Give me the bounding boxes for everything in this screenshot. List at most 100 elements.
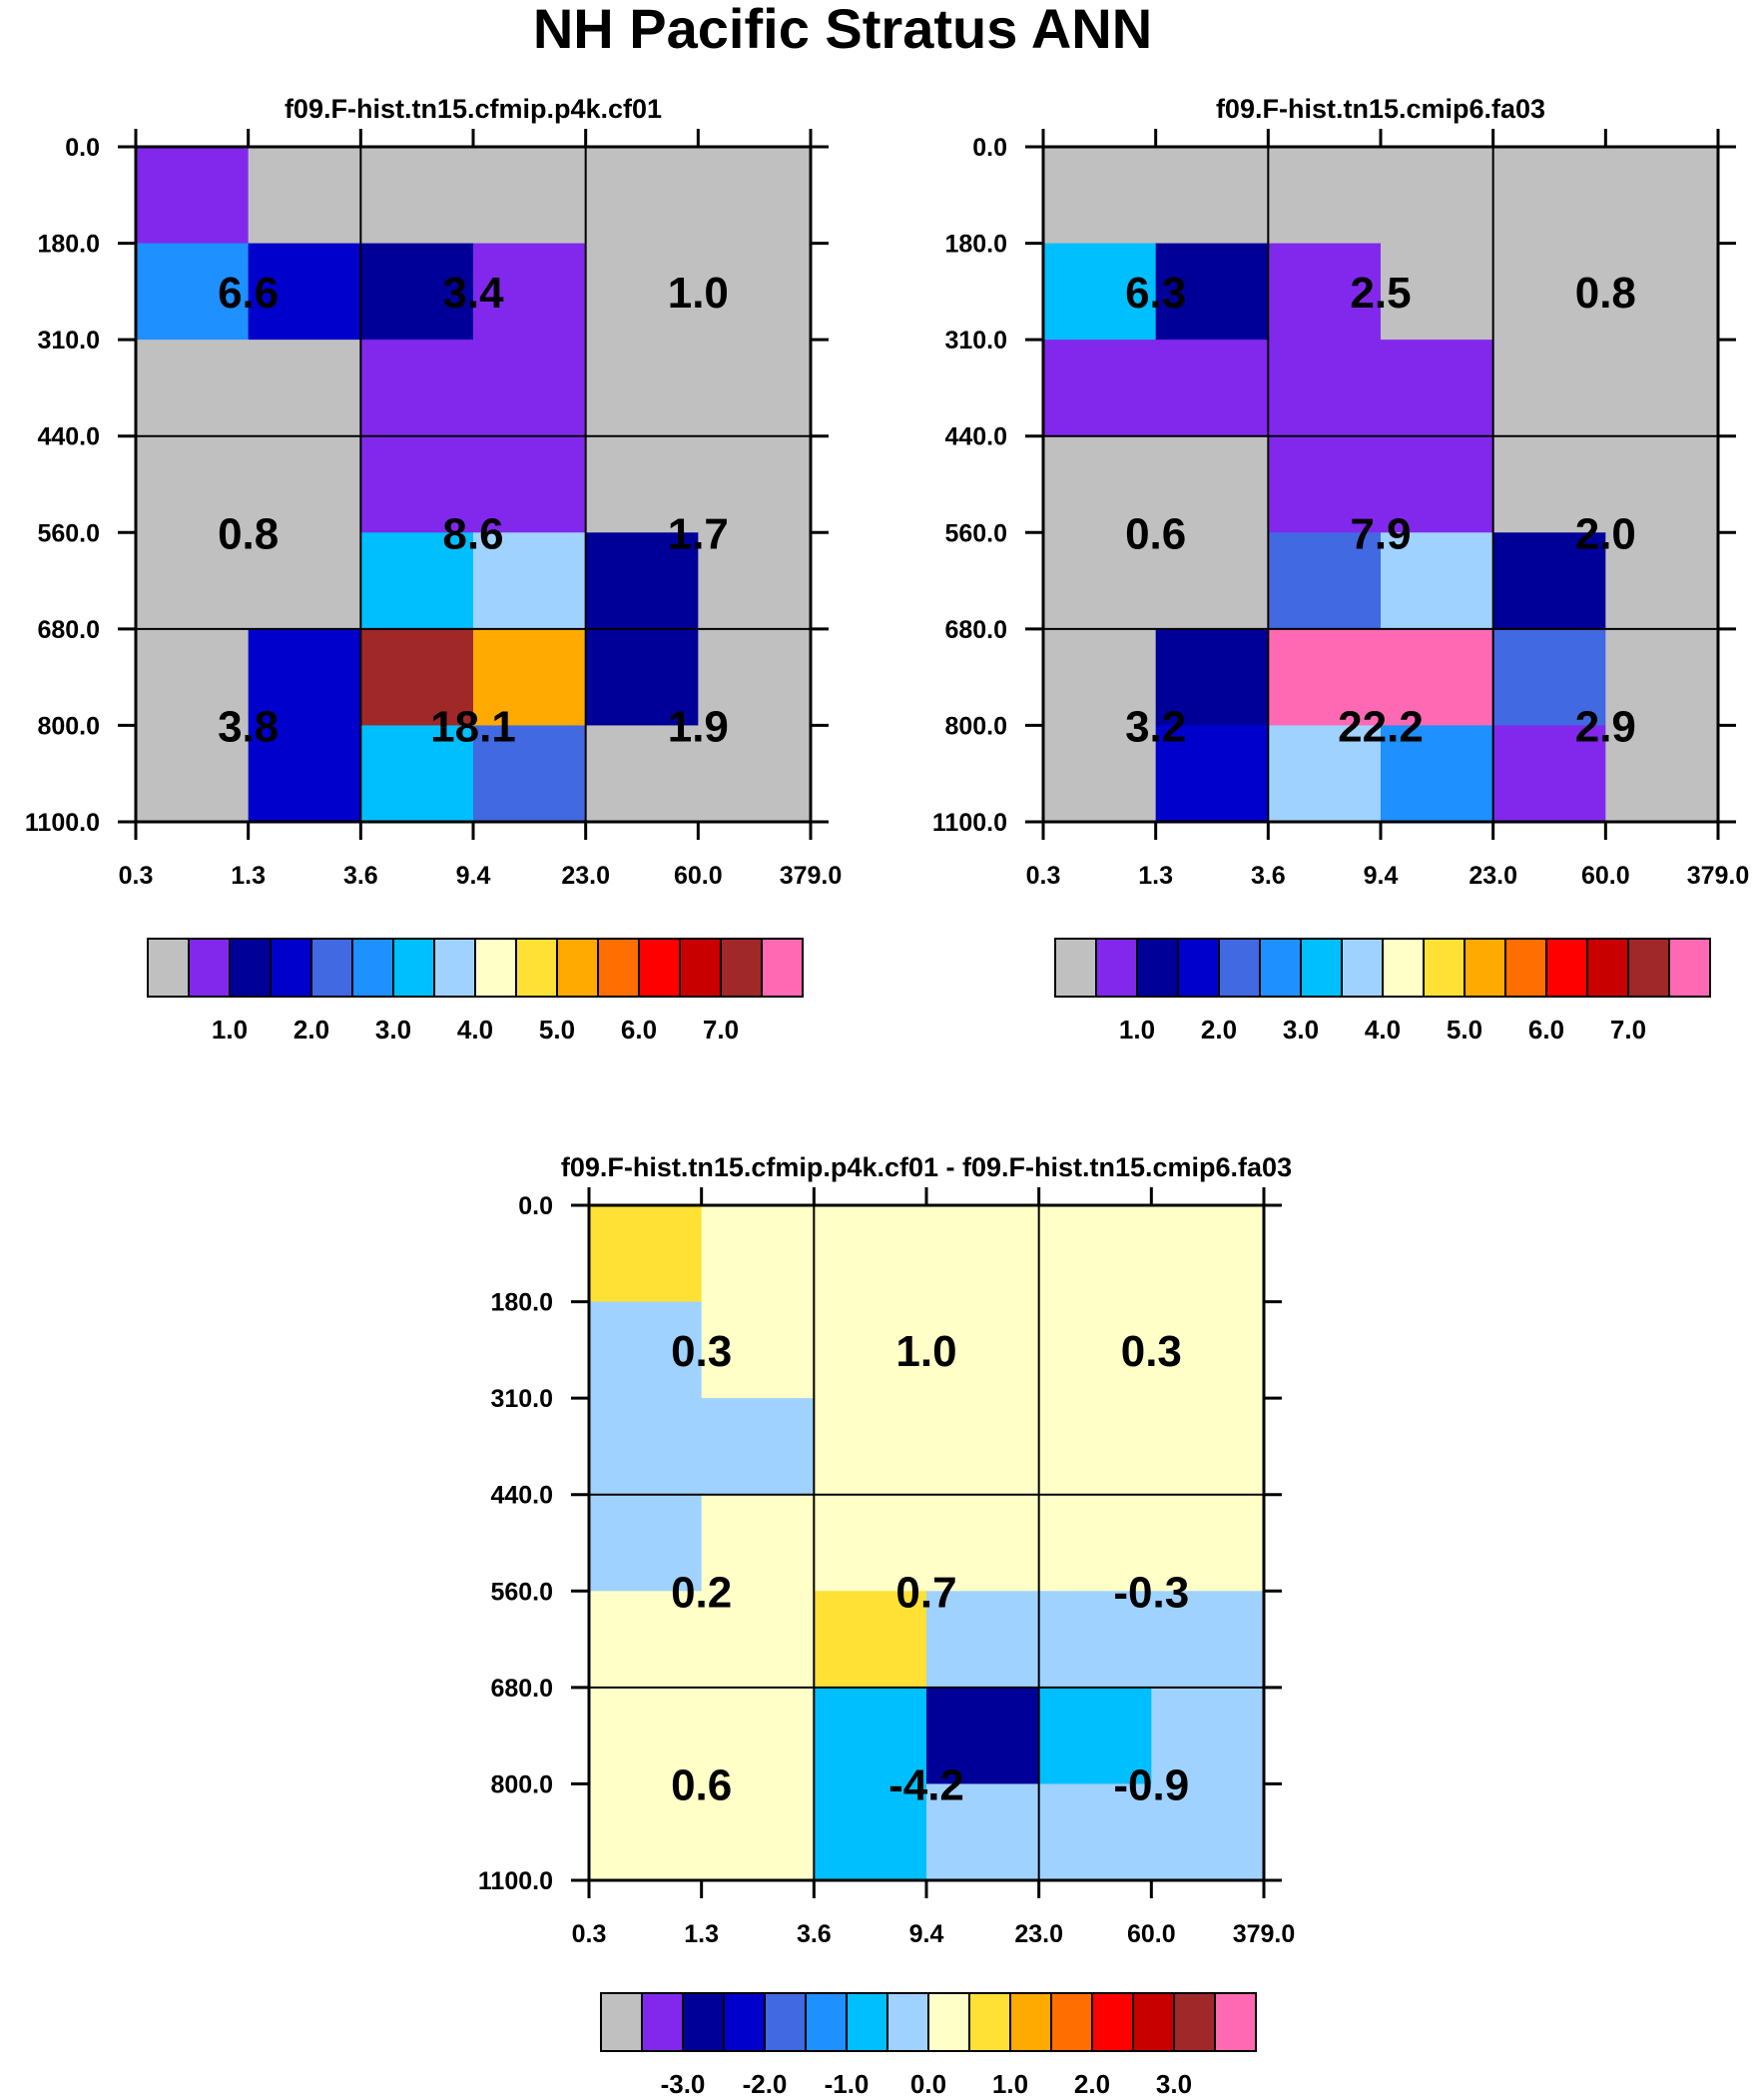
heatmap-cell (136, 243, 250, 341)
heatmap-cell (698, 340, 812, 437)
x-tick-label: 3.6 (1251, 862, 1286, 890)
colorbar-swatch (433, 938, 476, 998)
colorbar-label: 3.0 (1283, 1015, 1319, 1045)
box-value: 3.2 (1125, 702, 1186, 751)
colorbar-label: 3.0 (375, 1015, 411, 1045)
heatmap-cell (360, 243, 474, 341)
box-value: 1.0 (668, 269, 729, 318)
x-tick-label: 0.3 (119, 862, 154, 890)
plot-title: f09.F-hist.tn15.cfmip.p4k.cf01 (285, 94, 662, 124)
y-tick-label: 800.0 (944, 712, 1007, 740)
heatmap-cell (248, 340, 361, 437)
box-value: 18.1 (430, 702, 516, 751)
heatmap-cell (1043, 243, 1157, 341)
heatmap-cell (701, 1398, 815, 1496)
colorbar-swatch (556, 938, 599, 998)
colorbar-swatch (1382, 938, 1425, 998)
box-value: 1.7 (668, 509, 729, 558)
heatmap-cell (136, 435, 250, 533)
heatmap-cell (1605, 628, 1719, 727)
heatmap-cell (1155, 243, 1269, 341)
colorbar-swatch (764, 1992, 807, 2052)
x-tick-label: 0.3 (1026, 862, 1061, 890)
colorbar-label: 1.0 (212, 1015, 248, 1045)
x-tick-label: 1.3 (231, 862, 266, 890)
colorbar-swatch (1218, 938, 1261, 998)
x-tick-label: 379.0 (780, 862, 843, 890)
x-tick-label: 3.6 (797, 1920, 832, 1948)
colorbar-label: 5.0 (539, 1015, 575, 1045)
y-tick-label: 440.0 (490, 1482, 553, 1510)
heatmap-cell (1605, 147, 1719, 245)
heatmap-cell (1151, 1494, 1265, 1592)
heatmap-cell (1155, 435, 1269, 533)
heatmap-cell (926, 1398, 1040, 1496)
colorbar-swatch (846, 1992, 888, 2052)
heatmap-cell (136, 532, 250, 630)
heatmap-cell (1038, 1301, 1152, 1399)
plot-3: 0.3 1.3 3.6 9.4 23.0 60.0 379.0 0.0 180.0 310.0 44… (478, 1152, 1295, 2099)
heatmap-cell (814, 1494, 927, 1592)
heatmap-cell (1155, 147, 1269, 245)
heatmap-cell (473, 628, 587, 727)
heatmap-cell (1492, 147, 1606, 245)
colorbar-swatch (1009, 1992, 1052, 2052)
heatmap-cell (926, 1494, 1040, 1592)
colorbar-label: 2.0 (293, 1015, 329, 1045)
heatmap-cell (1268, 147, 1382, 245)
heatmap-cell (360, 147, 474, 245)
heatmap-cell (1038, 1494, 1152, 1592)
heatmap-cell (701, 1494, 815, 1592)
colorbar-swatch (351, 938, 394, 998)
heatmap-cell (1043, 532, 1157, 630)
colorbar-swatch (1504, 938, 1547, 998)
colorbar-swatch (679, 938, 722, 998)
colorbar-swatch (474, 938, 517, 998)
colorbar: -3.0 -2.0 -1.0 0.0 1.0 2.0 3.0 (600, 1992, 1257, 2099)
colorbar-swatch (515, 938, 558, 998)
heatmap-cell (589, 1301, 703, 1399)
heatmap-cell (1155, 532, 1269, 630)
heatmap-cell (1492, 532, 1606, 630)
heatmap-cell (1038, 1205, 1152, 1303)
colorbar-swatch (723, 1992, 766, 2052)
heatmap-cell (701, 1591, 815, 1689)
heatmap-cell (585, 340, 699, 437)
heatmap-cell (1043, 435, 1157, 533)
y-tick-label: 440.0 (944, 423, 1007, 451)
heatmap-cell (585, 147, 699, 245)
heatmap-cell (814, 1205, 927, 1303)
heatmap-cell (585, 243, 699, 341)
box-value: 0.3 (671, 1327, 732, 1376)
colorbar-swatch (886, 1992, 929, 2052)
colorbar-swatch (1054, 938, 1097, 998)
box-value: 6.6 (218, 269, 279, 318)
heatmap-cell (1381, 243, 1494, 341)
heatmap-cell (701, 1687, 815, 1785)
heatmap-cell (248, 628, 361, 727)
heatmap-cell (473, 147, 587, 245)
colorbar-swatch (600, 1992, 643, 2052)
y-tick-label: 310.0 (490, 1385, 553, 1413)
heatmap-cell (1151, 1783, 1265, 1881)
box-value: 7.9 (1350, 509, 1411, 558)
colorbar-label: 1.0 (1119, 1015, 1155, 1045)
heatmap-cell (1268, 532, 1382, 630)
heatmap-cell (814, 1687, 927, 1785)
heatmap-cell (248, 147, 361, 245)
heatmap-cell (814, 1398, 927, 1496)
heatmap-cell (473, 725, 587, 823)
heatmap-cell (136, 147, 250, 245)
y-tick-label: 180.0 (490, 1289, 553, 1317)
colorbar-swatch (682, 1992, 725, 2052)
heatmap-cell (1151, 1591, 1265, 1689)
colorbar-label: 2.0 (1201, 1015, 1237, 1045)
heatmap-cell (1038, 1687, 1152, 1785)
heatmap-cell (1155, 340, 1269, 437)
x-tick-label: 9.4 (909, 1920, 944, 1948)
y-tick-label: 560.0 (490, 1578, 553, 1606)
heatmap-cell (1605, 340, 1719, 437)
box-value: -0.3 (1113, 1568, 1189, 1617)
box-value: -0.9 (1113, 1760, 1189, 1809)
